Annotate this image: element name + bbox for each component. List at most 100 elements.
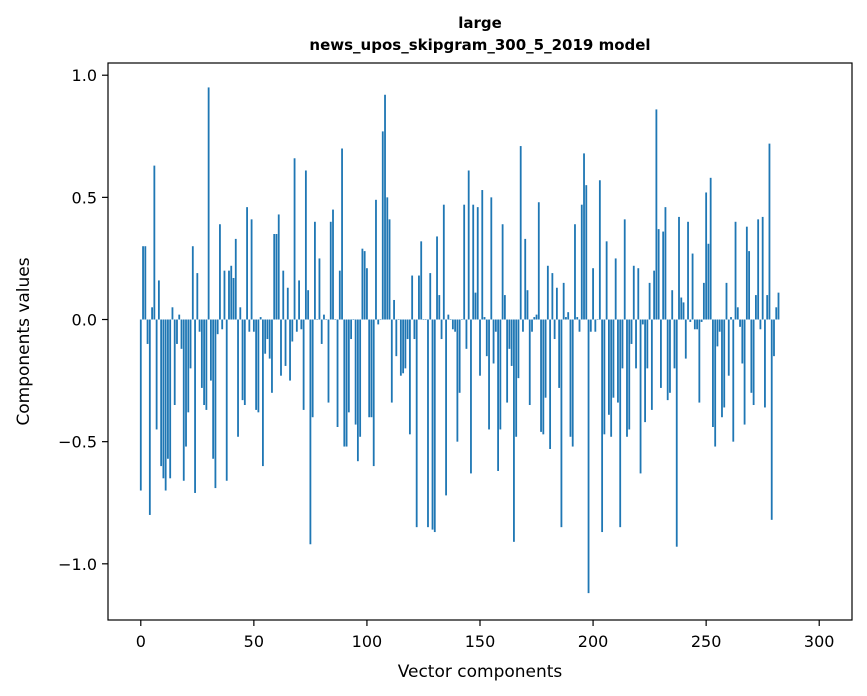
bar-131 bbox=[436, 236, 438, 320]
bar-74 bbox=[307, 290, 310, 320]
bar-264 bbox=[736, 307, 739, 320]
bar-25 bbox=[196, 273, 199, 320]
bar-67 bbox=[291, 319, 294, 342]
bar-17 bbox=[178, 314, 181, 320]
bar-85 bbox=[332, 209, 334, 320]
bar-214 bbox=[623, 219, 626, 320]
x-tick-label: 100 bbox=[352, 632, 383, 651]
bar-16 bbox=[176, 319, 178, 344]
bar-226 bbox=[650, 319, 653, 410]
bar-43 bbox=[237, 319, 239, 437]
bar-113 bbox=[395, 319, 398, 357]
bar-259 bbox=[725, 282, 728, 320]
bar-146 bbox=[470, 319, 472, 474]
bar-56 bbox=[266, 319, 269, 340]
bar-233 bbox=[666, 319, 669, 401]
y-axis-label: Components values bbox=[14, 257, 34, 425]
bar-152 bbox=[483, 317, 486, 320]
bar-241 bbox=[684, 319, 687, 359]
bar-229 bbox=[657, 229, 660, 320]
bar-148 bbox=[474, 292, 477, 320]
bar-140 bbox=[456, 319, 459, 442]
bar-118 bbox=[406, 319, 409, 340]
bar-20 bbox=[185, 319, 187, 447]
bar-47 bbox=[246, 207, 248, 320]
bar-171 bbox=[526, 290, 529, 320]
bar-44 bbox=[239, 307, 242, 320]
bar-71 bbox=[300, 319, 303, 330]
bar-149 bbox=[476, 207, 479, 320]
bar-181 bbox=[549, 319, 552, 449]
bar-232 bbox=[664, 207, 667, 320]
bar-210 bbox=[614, 258, 617, 320]
bar-198 bbox=[587, 319, 590, 594]
bar-127 bbox=[427, 319, 429, 528]
bar-276 bbox=[764, 319, 766, 408]
y-tick-label: −0.5 bbox=[58, 433, 97, 452]
bar-145 bbox=[467, 170, 470, 320]
bar-15 bbox=[173, 319, 176, 406]
bar-167 bbox=[517, 319, 520, 379]
bar-9 bbox=[160, 319, 163, 467]
bar-39 bbox=[228, 270, 230, 320]
bar-204 bbox=[601, 319, 604, 533]
bar-183 bbox=[553, 319, 556, 340]
bar-7 bbox=[155, 319, 158, 430]
bar-63 bbox=[282, 270, 285, 320]
bar-165 bbox=[513, 319, 515, 542]
bar-220 bbox=[637, 268, 640, 320]
bar-268 bbox=[745, 226, 748, 320]
bar-65 bbox=[286, 287, 289, 320]
bar-161 bbox=[503, 295, 506, 320]
bar-256 bbox=[718, 319, 721, 332]
bar-98 bbox=[361, 248, 364, 320]
bar-104 bbox=[375, 199, 377, 320]
bar-2 bbox=[144, 246, 147, 320]
bar-213 bbox=[621, 319, 624, 369]
bar-66 bbox=[289, 319, 291, 381]
bar-191 bbox=[571, 319, 574, 447]
bar-21 bbox=[187, 319, 190, 413]
bar-199 bbox=[589, 319, 592, 332]
bar-103 bbox=[372, 319, 375, 467]
bar-24 bbox=[194, 319, 196, 493]
bar-177 bbox=[540, 319, 542, 432]
bar-46 bbox=[243, 319, 246, 406]
bar-5 bbox=[151, 307, 153, 320]
bar-176 bbox=[537, 202, 540, 320]
bar-224 bbox=[646, 319, 649, 369]
bar-178 bbox=[542, 319, 545, 435]
bar-121 bbox=[413, 319, 416, 340]
bar-23 bbox=[191, 246, 194, 320]
bar-54 bbox=[262, 319, 264, 467]
bar-53 bbox=[259, 317, 262, 320]
bar-193 bbox=[576, 317, 579, 320]
bar-35 bbox=[219, 224, 221, 320]
bar-143 bbox=[463, 204, 466, 320]
bar-196 bbox=[583, 153, 585, 320]
bar-159 bbox=[499, 319, 502, 430]
bar-164 bbox=[510, 319, 513, 366]
bar-109 bbox=[386, 197, 389, 320]
y-tick-label: 0.0 bbox=[72, 311, 97, 330]
bar-263 bbox=[734, 221, 737, 320]
bar-4 bbox=[148, 319, 151, 515]
bar-41 bbox=[232, 277, 235, 320]
bar-82 bbox=[325, 319, 328, 321]
bar-168 bbox=[519, 146, 522, 320]
bar-64 bbox=[284, 319, 287, 366]
y-tick-label: −1.0 bbox=[58, 555, 97, 574]
bar-29 bbox=[205, 319, 208, 410]
bar-172 bbox=[528, 319, 531, 406]
bar-102 bbox=[370, 319, 373, 418]
bar-225 bbox=[648, 282, 651, 320]
bar-84 bbox=[329, 221, 332, 320]
bar-40 bbox=[230, 265, 233, 320]
bar-269 bbox=[748, 251, 751, 320]
bar-158 bbox=[497, 319, 499, 471]
bar-261 bbox=[730, 317, 732, 320]
bar-72 bbox=[302, 319, 305, 410]
bar-206 bbox=[605, 241, 608, 320]
bar-163 bbox=[508, 319, 511, 349]
